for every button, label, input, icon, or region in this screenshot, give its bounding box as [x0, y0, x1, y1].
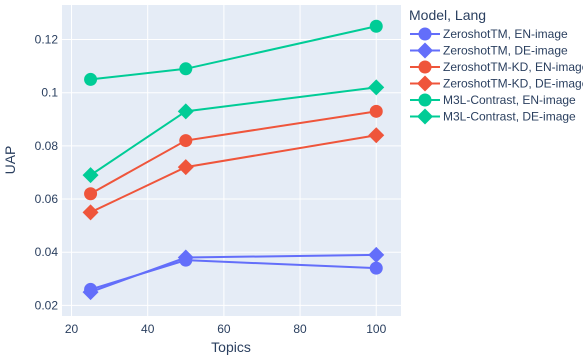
y-tick-label: 0.02: [35, 298, 59, 312]
data-point: [84, 187, 98, 201]
x-tick-label: 80: [293, 322, 307, 336]
y-tick-label: 0.04: [35, 245, 59, 259]
legend-marker: [417, 108, 433, 125]
y-tick-label: 0.12: [35, 33, 59, 47]
data-point: [177, 103, 194, 120]
legend-marker: [418, 27, 432, 41]
series-layer: [82, 19, 385, 301]
data-point: [84, 72, 98, 86]
y-tick-label: 0.08: [35, 139, 59, 153]
legend: Model, Lang ZeroshotTM, EN-imageZeroshot…: [409, 7, 583, 125]
legend-label: ZeroshotTM, EN-image: [443, 27, 568, 41]
data-point: [368, 127, 385, 144]
legend-items: ZeroshotTM, EN-image ZeroshotTM, DE-image…: [410, 27, 583, 125]
data-point: [177, 249, 194, 266]
legend-marker: [418, 93, 432, 107]
data-point: [82, 204, 99, 221]
data-point: [177, 159, 194, 176]
legend-item[interactable]: ZeroshotTM, DE-image: [410, 42, 568, 59]
x-axis: 20 40 60 80 100: [65, 322, 387, 336]
series-5: [84, 19, 383, 86]
y-tick-label: 0.1: [41, 86, 58, 100]
x-tick-label: 20: [65, 322, 79, 336]
legend-marker: [417, 75, 433, 92]
series-2: [82, 246, 385, 301]
x-tick-label: 100: [366, 322, 386, 336]
legend-item[interactable]: M3L-Contrast, EN-image: [410, 93, 576, 107]
legend-label: ZeroshotTM, DE-image: [443, 44, 568, 58]
legend-item[interactable]: ZeroshotTM, EN-image: [410, 27, 568, 41]
data-point: [369, 261, 383, 275]
x-tick-label: 40: [141, 322, 155, 336]
x-tick-label: 60: [217, 322, 231, 336]
data-point: [179, 134, 193, 148]
series-3: [84, 104, 383, 201]
legend-marker: [418, 60, 432, 74]
series-6: [82, 79, 385, 184]
series-4: [82, 127, 385, 221]
legend-item[interactable]: M3L-Contrast, DE-image: [410, 108, 576, 125]
data-point: [369, 104, 383, 118]
data-point: [82, 284, 99, 301]
data-point: [368, 246, 385, 263]
legend-label: M3L-Contrast, DE-image: [443, 110, 576, 124]
x-axis-title: Topics: [211, 339, 251, 355]
legend-marker: [417, 42, 433, 59]
y-axis: 0.02 0.04 0.06 0.08 0.1 0.12: [35, 33, 59, 313]
legend-title: Model, Lang: [409, 7, 486, 23]
legend-label: ZeroshotTM-KD, EN-image: [443, 60, 583, 74]
data-point: [82, 167, 99, 184]
legend-item[interactable]: ZeroshotTM-KD, EN-image: [410, 60, 583, 74]
data-point: [368, 79, 385, 96]
data-point: [179, 62, 193, 76]
legend-label: ZeroshotTM-KD, DE-image: [443, 77, 583, 91]
y-axis-title: UAP: [2, 146, 18, 175]
legend-label: M3L-Contrast, EN-image: [443, 93, 576, 107]
data-point: [369, 19, 383, 33]
legend-item[interactable]: ZeroshotTM-KD, DE-image: [410, 75, 583, 92]
y-tick-label: 0.06: [35, 192, 59, 206]
